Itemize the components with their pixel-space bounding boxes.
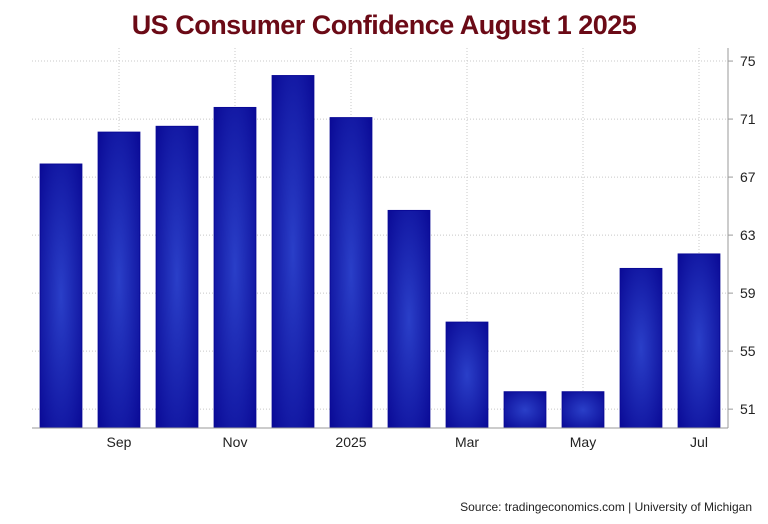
- y-tick-label: 71: [740, 111, 756, 127]
- bar-sep-2024: [97, 131, 141, 429]
- x-tick-label: 2025: [335, 434, 366, 450]
- bar-oct-2024: [155, 125, 199, 429]
- bar-nov-2024: [213, 106, 257, 429]
- y-tick-label: 51: [740, 401, 756, 417]
- bar-apr-2025: [503, 391, 547, 429]
- x-tick-label: Sep: [107, 434, 132, 450]
- bar-aug-2024: [39, 163, 83, 429]
- bar-feb-2025: [387, 209, 431, 429]
- y-tick-label: 75: [740, 53, 756, 69]
- bars: [39, 75, 721, 429]
- x-tick-labels: Sep Nov 2025 Mar May Jul: [107, 434, 708, 450]
- bar-jul-2025: [677, 253, 721, 429]
- y-tick-label: 63: [740, 227, 756, 243]
- axes: [32, 48, 733, 429]
- y-tick-label: 59: [740, 285, 756, 301]
- source-note: Source: tradingeconomics.com | Universit…: [460, 500, 752, 514]
- y-tick-label: 67: [740, 169, 756, 185]
- x-tick-label: Mar: [455, 434, 479, 450]
- y-tick-label: 55: [740, 343, 756, 359]
- bar-may-2025: [561, 391, 605, 429]
- x-tick-label: Jul: [690, 434, 708, 450]
- bar-mar-2025: [445, 321, 489, 429]
- bar-jan-2025: [329, 117, 373, 429]
- bar-jun-2025: [619, 267, 663, 429]
- x-tick-label: May: [570, 434, 596, 450]
- grid-lines: [32, 48, 728, 428]
- x-tick-label: Nov: [223, 434, 248, 450]
- bar-dec-2024: [271, 75, 315, 429]
- y-tick-labels: 51 55 59 63 67 71 75: [740, 53, 756, 417]
- chart-title: US Consumer Confidence August 1 2025: [131, 10, 637, 40]
